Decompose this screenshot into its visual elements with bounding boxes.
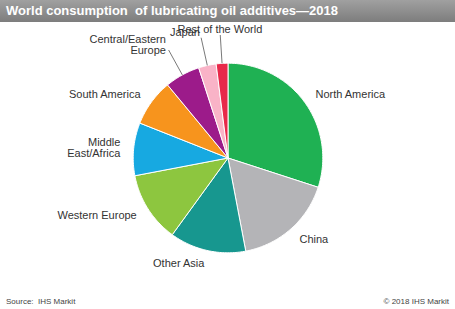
svg-text:MiddleEast/Africa: MiddleEast/Africa xyxy=(67,136,121,159)
html-text:© 2018 IHS Markit: © 2018 IHS Markit xyxy=(383,296,449,306)
html-text:World consumption of lubricati: World consumption of lubricating oil add… xyxy=(6,3,338,18)
svg-text:North America: North America xyxy=(315,88,386,100)
svg-text:Other Asia: Other Asia xyxy=(153,257,205,269)
svg-text:China: China xyxy=(299,233,329,245)
svg-text:Western Europe: Western Europe xyxy=(57,209,136,221)
svg-text:Central/EasternEurope: Central/EasternEurope xyxy=(89,33,165,56)
svg-text:Rest of the World: Rest of the World xyxy=(177,22,263,35)
svg-text:South America: South America xyxy=(69,88,141,100)
html-text:Source: IHS Markit: Source: IHS Markit xyxy=(6,296,76,306)
svg-text:Japan: Japan xyxy=(170,26,200,38)
